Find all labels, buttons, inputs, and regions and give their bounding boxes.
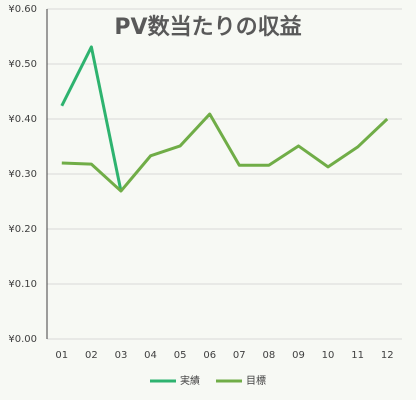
y-tick-label: ¥0.20 bbox=[8, 224, 37, 235]
x-tick-label: 05 bbox=[174, 350, 187, 361]
x-tick-label: 04 bbox=[144, 350, 157, 361]
x-tick-label: 07 bbox=[233, 350, 246, 361]
x-tick-label: 06 bbox=[203, 350, 216, 361]
x-tick-label: 03 bbox=[115, 350, 128, 361]
x-tick-label: 02 bbox=[85, 350, 98, 361]
series-line bbox=[61, 112, 389, 193]
legend-label: 実績 bbox=[180, 374, 200, 387]
chart-title: PV数当たりの収益 bbox=[114, 14, 301, 40]
x-tick-label: 08 bbox=[263, 350, 276, 361]
x-tick-label: 10 bbox=[322, 350, 335, 361]
y-tick-label: ¥0.60 bbox=[8, 4, 37, 15]
x-tick-label: 11 bbox=[351, 350, 364, 361]
legend-label: 目標 bbox=[246, 374, 266, 387]
y-tick-label: ¥0.10 bbox=[8, 279, 37, 290]
x-tick-label: 09 bbox=[292, 350, 305, 361]
y-tick-label: ¥0.40 bbox=[8, 114, 37, 125]
y-tick-label: ¥0.30 bbox=[8, 169, 37, 180]
series-line bbox=[60, 45, 123, 192]
y-tick-label: ¥0.50 bbox=[8, 59, 37, 70]
x-tick-label: 12 bbox=[381, 350, 394, 361]
y-tick-label: ¥0.00 bbox=[8, 334, 37, 345]
x-tick-label: 01 bbox=[55, 350, 68, 361]
